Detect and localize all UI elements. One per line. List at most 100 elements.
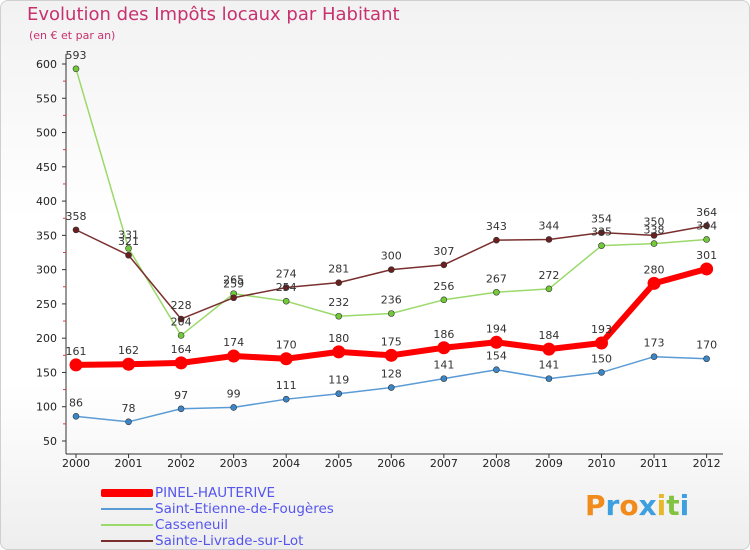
data-point xyxy=(279,352,293,366)
data-label: 97 xyxy=(174,389,188,402)
y-tick-label: 350 xyxy=(36,229,57,242)
data-label: 331 xyxy=(118,228,139,241)
logo-letter: P xyxy=(585,489,606,522)
data-point xyxy=(125,251,132,259)
data-point xyxy=(387,384,395,391)
data-label: 141 xyxy=(433,359,454,372)
data-point xyxy=(493,236,500,244)
data-point xyxy=(545,236,553,243)
data-point xyxy=(650,240,658,247)
data-label: 307 xyxy=(433,245,454,258)
data-point xyxy=(177,405,185,413)
data-point xyxy=(703,222,710,230)
data-label: 350 xyxy=(644,215,665,228)
data-label: 358 xyxy=(66,210,87,223)
data-label: 161 xyxy=(66,345,87,358)
data-point xyxy=(230,294,237,302)
x-tick-label: 2009 xyxy=(535,457,563,470)
data-label: 232 xyxy=(328,296,349,309)
data-point xyxy=(440,375,448,382)
x-tick-label: 2006 xyxy=(377,457,405,470)
data-point xyxy=(72,413,80,420)
x-tick-label: 2001 xyxy=(115,457,143,470)
x-tick-label: 2000 xyxy=(62,457,90,470)
y-tick-label: 600 xyxy=(36,58,57,71)
data-label: 204 xyxy=(171,315,192,328)
proxiti-logo: Proxiti xyxy=(585,489,689,522)
data-label: 173 xyxy=(644,337,665,350)
data-label: 128 xyxy=(381,368,402,381)
data-label: 194 xyxy=(486,322,507,335)
x-tick-label: 2003 xyxy=(220,457,248,470)
data-label: 162 xyxy=(118,344,139,357)
logo-letter: t xyxy=(666,489,680,522)
logo-letter: i xyxy=(656,489,667,522)
data-label: 228 xyxy=(171,299,192,312)
data-point xyxy=(545,375,553,382)
data-label: 335 xyxy=(591,226,612,239)
data-point xyxy=(598,242,605,249)
data-label: 180 xyxy=(328,332,349,345)
data-label: 236 xyxy=(381,294,402,307)
data-label: 174 xyxy=(223,336,244,349)
data-label: 186 xyxy=(433,328,454,341)
x-tick-label: 2010 xyxy=(588,457,616,470)
x-tick-label: 2012 xyxy=(693,457,721,470)
data-label: 164 xyxy=(171,343,192,356)
legend-label: PINEL-HAUTERIVE xyxy=(155,485,276,501)
data-point xyxy=(545,285,553,293)
data-point xyxy=(125,418,132,426)
data-point xyxy=(489,335,503,349)
data-label: 280 xyxy=(644,263,665,276)
y-tick-label: 400 xyxy=(36,195,57,208)
x-tick-label: 2004 xyxy=(272,457,300,470)
x-tick-label: 2002 xyxy=(167,457,195,470)
data-point xyxy=(122,357,136,371)
logo-letter: r xyxy=(605,489,620,522)
data-point xyxy=(230,404,237,411)
data-point xyxy=(542,342,556,356)
axes: 50 100 150 200 250 300 350 400 450 500 550 600 2000 2… xyxy=(36,54,723,470)
data-label: 344 xyxy=(538,219,559,232)
data-point xyxy=(125,245,132,252)
data-point xyxy=(703,355,710,363)
data-label: 343 xyxy=(486,220,507,233)
data-point xyxy=(387,266,395,273)
data-point xyxy=(437,341,451,355)
data-point xyxy=(335,390,343,398)
data-point xyxy=(598,229,605,236)
data-label: 265 xyxy=(223,274,244,287)
y-tick-label: 200 xyxy=(36,332,57,345)
data-point xyxy=(335,279,343,286)
data-point xyxy=(598,369,605,376)
data-point xyxy=(440,296,448,304)
legend-label: Sainte-Livrade-sur-Lot xyxy=(155,533,304,549)
chart-subtitle: (en € et par an) xyxy=(29,29,116,42)
y-tick-label: 500 xyxy=(36,127,57,140)
data-label: 274 xyxy=(276,267,297,280)
data-label: 99 xyxy=(227,387,241,400)
y-tick-label: 450 xyxy=(36,161,57,174)
data-label: 344 xyxy=(696,219,717,232)
data-label: 593 xyxy=(66,49,87,62)
x-tick-label: 2007 xyxy=(430,457,458,470)
y-tick-label: 250 xyxy=(36,298,57,311)
y-tick-label: 150 xyxy=(36,366,57,379)
data-label: 267 xyxy=(486,272,507,285)
data-point xyxy=(174,356,188,370)
data-label: 301 xyxy=(696,249,717,262)
data-point xyxy=(227,349,241,363)
y-tick-label: 100 xyxy=(36,401,57,414)
data-label: 354 xyxy=(591,213,612,226)
legend-label: Saint-Etienne-de-Fougères xyxy=(155,501,334,517)
data-point xyxy=(332,345,346,359)
data-label: 141 xyxy=(538,359,559,372)
data-label: 300 xyxy=(381,250,402,263)
data-label: 184 xyxy=(538,329,559,342)
y-tick-label: 550 xyxy=(36,92,57,105)
data-label: 78 xyxy=(122,402,136,415)
data-point xyxy=(72,65,80,73)
data-point xyxy=(493,366,500,374)
data-point xyxy=(595,336,608,350)
